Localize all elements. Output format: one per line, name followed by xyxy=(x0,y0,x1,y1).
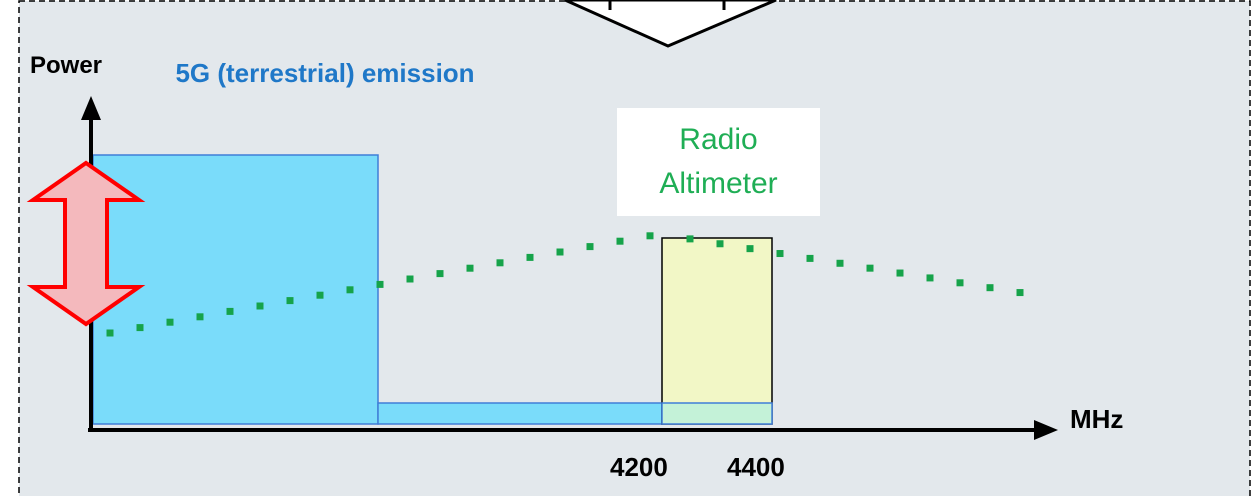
curve-dot xyxy=(106,329,114,337)
tick-label-4400: 4400 xyxy=(727,452,785,482)
curve-dot xyxy=(746,245,754,253)
curve-dot xyxy=(896,269,904,277)
altimeter-block xyxy=(661,237,773,425)
curve-dot xyxy=(256,302,264,310)
emission-block-band xyxy=(377,402,663,425)
altimeter-label-box xyxy=(617,108,820,216)
curve-dot xyxy=(836,259,844,267)
curve-dot xyxy=(586,243,594,251)
overlap-band xyxy=(661,402,773,425)
curve-dot xyxy=(646,232,654,240)
y-axis-label: Power xyxy=(30,52,103,79)
curve-dot xyxy=(686,235,694,243)
curve-dot xyxy=(556,248,564,256)
curve-dot xyxy=(136,324,144,332)
curve-dot xyxy=(776,250,784,258)
altimeter-label: Radio Altimeter xyxy=(659,123,778,200)
curve-dot xyxy=(1016,289,1024,297)
curve-dot xyxy=(376,280,384,288)
curve-dot xyxy=(316,291,324,299)
dotted-response-curve xyxy=(106,232,1024,337)
curve-dot xyxy=(346,286,354,294)
curve-dot xyxy=(806,254,814,262)
curve-dot xyxy=(466,264,474,272)
curve-dot xyxy=(926,274,934,282)
curve-dot xyxy=(226,307,234,315)
x-axis-label: MHz xyxy=(1070,404,1124,434)
curve-dot xyxy=(956,279,964,287)
curve-dot xyxy=(196,313,204,321)
y-axis-arrowhead xyxy=(81,96,101,120)
tick-label-4200: 4200 xyxy=(610,452,668,482)
curve-dot xyxy=(526,253,534,261)
power-double-arrow xyxy=(26,160,146,327)
chevron-down-icon xyxy=(564,0,777,48)
curve-dot xyxy=(986,284,994,292)
curve-dot xyxy=(286,297,294,305)
emission-label: 5G (terrestrial) emission xyxy=(175,58,475,88)
curve-dot xyxy=(616,237,624,245)
curve-dot xyxy=(866,264,874,272)
x-axis-arrowhead xyxy=(1034,420,1058,440)
curve-dot xyxy=(716,240,724,248)
curve-dot xyxy=(406,275,414,283)
curve-dot xyxy=(496,259,504,267)
curve-dot xyxy=(166,318,174,326)
curve-dot xyxy=(436,270,444,278)
